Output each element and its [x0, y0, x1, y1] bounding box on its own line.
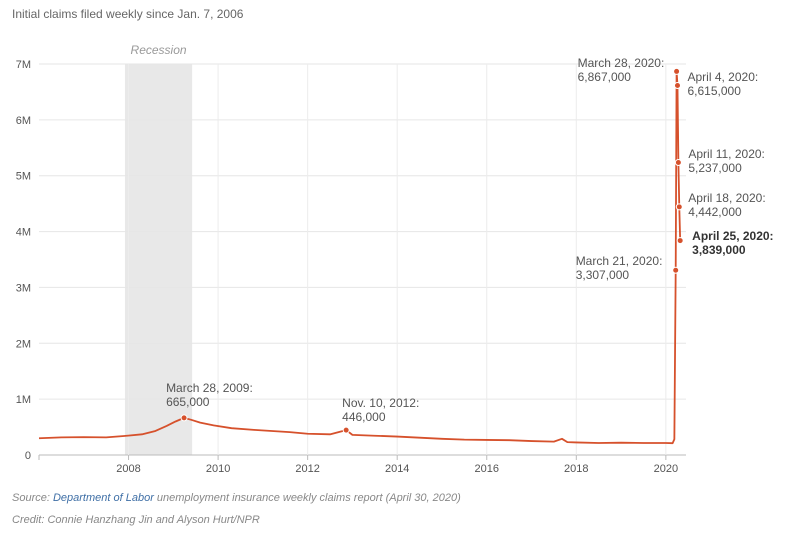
y-tick-label: 3M — [16, 282, 31, 294]
annotation-line: April 11, 2020: — [688, 147, 765, 161]
annotation-marker — [673, 67, 681, 75]
y-tick-label: 5M — [16, 171, 31, 183]
x-tick-label: 2014 — [385, 463, 409, 475]
annotation-line: April 25, 2020: — [692, 229, 773, 243]
annotation-label: April 18, 2020: 4,442,000 — [688, 191, 765, 219]
claims-line-chart: Recession 0 1M 2M 3M 4M 5M 6M 7M 2008 2010 2012 201… — [16, 43, 774, 475]
annotation-line: 665,000 — [166, 395, 210, 409]
annotation-line: Nov. 10, 2012: — [342, 396, 419, 410]
annotation-label: March 21, 2020: 3,307,000 — [576, 254, 663, 282]
credit-note: Credit: Connie Hanzhang Jin and Alyson H… — [12, 514, 260, 526]
annotation-label: March 28, 2020: 6,867,000 — [578, 56, 665, 84]
annotation-marker — [342, 426, 350, 434]
annotation-line: 4,442,000 — [688, 205, 742, 219]
annotation-marker — [672, 266, 680, 274]
annotation-marker — [673, 82, 681, 90]
source-note: Source: Department of Labor unemployment… — [12, 492, 461, 504]
grid-layer — [39, 63, 686, 456]
annotation-marker — [675, 203, 683, 211]
source-prefix: Source: — [12, 492, 53, 504]
y-tick-label: 6M — [16, 115, 31, 127]
annotation-label: April 25, 2020: 3,839,000 — [692, 229, 773, 257]
y-tick-label: 4M — [16, 227, 31, 239]
annotation-marker — [676, 237, 684, 245]
source-rest: unemployment insurance weekly claims rep… — [153, 492, 461, 504]
department-of-labor-link[interactable]: Department of Labor — [52, 492, 154, 504]
annotation-layer: March 28, 2009: 665,000 Nov. 10, 2012: 446,… — [166, 56, 774, 434]
annotation-label: April 4, 2020: 6,615,000 — [687, 70, 758, 98]
y-tick-label: 2M — [16, 338, 31, 350]
annotation-marker — [180, 414, 188, 422]
annotation-line: 446,000 — [342, 410, 386, 424]
recession-band-layer: Recession — [124, 43, 193, 455]
annotation-label: Nov. 10, 2012: 446,000 — [342, 396, 419, 424]
y-tick-label: 1M — [16, 394, 31, 406]
axis-layer: 0 1M 2M 3M 4M 5M 6M 7M 2008 2010 2012 2014 2016 2018 2… — [16, 59, 678, 475]
x-tick-label: 2010 — [206, 463, 230, 475]
annotation-line: March 28, 2020: — [578, 56, 665, 70]
claims-series-line — [38, 70, 682, 445]
annotation-label: April 11, 2020: 5,237,000 — [688, 147, 765, 175]
x-tick-label: 2018 — [564, 463, 588, 475]
annotation-line: April 4, 2020: — [687, 70, 758, 84]
annotation-line: 6,867,000 — [578, 70, 632, 84]
annotation-line: March 21, 2020: — [576, 254, 663, 268]
y-tick-label: 0 — [25, 450, 31, 462]
recession-label: Recession — [131, 43, 187, 57]
annotation-line: April 18, 2020: — [688, 191, 765, 205]
annotation-line: 5,237,000 — [688, 161, 742, 175]
annotation-line: 6,615,000 — [687, 84, 741, 98]
series-line-layer — [38, 70, 682, 445]
y-tick-label: 7M — [16, 59, 31, 71]
recession-band — [124, 64, 193, 455]
annotation-marker — [674, 158, 682, 166]
annotation-line: 3,839,000 — [692, 243, 746, 257]
x-tick-label: 2012 — [295, 463, 319, 475]
annotation-line: March 28, 2009: — [166, 381, 253, 395]
chart-subtitle: Initial claims filed weekly since Jan. 7… — [12, 7, 244, 21]
annotation-line: 3,307,000 — [576, 268, 630, 282]
x-tick-label: 2008 — [116, 463, 140, 475]
x-tick-label: 2016 — [475, 463, 499, 475]
x-tick-label: 2020 — [654, 463, 678, 475]
annotation-label: March 28, 2009: 665,000 — [166, 381, 253, 409]
